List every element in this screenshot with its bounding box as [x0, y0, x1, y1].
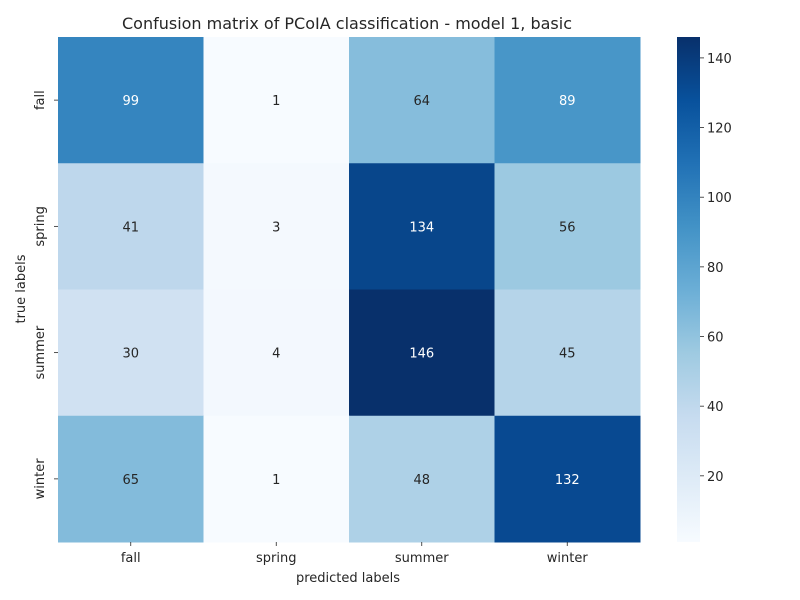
cell-value-label: 56: [559, 220, 576, 235]
cell-value-label: 45: [559, 347, 576, 362]
colorbar-ticks: 20 40 60 80 100 120 140: [700, 52, 732, 485]
chart-title: Confusion matrix of PCoIA classification…: [122, 14, 572, 33]
heatmap-cell: [494, 289, 641, 417]
x-tick-label: winter: [547, 551, 589, 566]
y-axis-label: true labels: [14, 254, 29, 323]
heatmap-cell: [349, 415, 495, 543]
colorbar-tick-label: 20: [707, 470, 724, 485]
y-axis-ticks: fall spring summer winter: [33, 90, 58, 499]
cell-value-label: 4: [272, 347, 280, 362]
x-tick-label: summer: [395, 551, 449, 566]
x-axis-label: predicted labels: [296, 571, 400, 586]
cell-value-label: 1: [272, 94, 280, 109]
x-tick-label: spring: [256, 551, 296, 566]
colorbar-tick-label: 60: [707, 331, 724, 346]
heatmap-cell: [203, 163, 350, 290]
heatmap-cell: [203, 289, 350, 417]
y-tick-label: fall: [33, 90, 48, 110]
cell-value-label: 48: [413, 473, 430, 488]
x-axis-ticks: fall spring summer winter: [121, 542, 589, 566]
cell-value-label: 146: [409, 347, 434, 362]
y-tick-label: winter: [33, 458, 48, 500]
colorbar-tick-label: 40: [707, 400, 724, 415]
heatmap-cell: [349, 289, 495, 417]
cell-value-label: 134: [409, 220, 434, 235]
heatmap-cell-labels: 99 1 64 89 41 3 134 56 30 4 146 45 65 1 48 132: [122, 94, 579, 488]
cell-value-label: 89: [559, 94, 576, 109]
heatmap-cell: [58, 163, 204, 290]
y-tick-label: spring: [33, 206, 48, 246]
cell-value-label: 64: [413, 94, 430, 109]
heatmap-cell: [58, 415, 204, 543]
heatmap-cells: [58, 37, 641, 543]
cell-value-label: 65: [122, 473, 139, 488]
cell-value-label: 1: [272, 473, 280, 488]
heatmap-cell: [494, 163, 641, 290]
y-tick-label: summer: [33, 325, 48, 379]
cell-value-label: 99: [122, 94, 139, 109]
colorbar-tick-label: 80: [707, 261, 724, 276]
colorbar-tick-label: 140: [707, 52, 732, 67]
heatmap-cell: [494, 415, 641, 543]
heatmap-cell: [349, 37, 495, 164]
colorbar-tick-label: 100: [707, 191, 732, 206]
heatmap-cell: [494, 37, 641, 164]
colorbar-tick-label: 120: [707, 122, 732, 137]
colorbar: [677, 37, 700, 542]
cell-value-label: 132: [555, 473, 580, 488]
cell-value-label: 30: [122, 347, 139, 362]
heatmap-cell: [58, 289, 204, 417]
heatmap-cell: [203, 37, 350, 164]
x-tick-label: fall: [121, 551, 141, 566]
heatmap-cell: [58, 37, 204, 164]
heatmap-cell: [349, 163, 495, 290]
heatmap-cell: [203, 415, 350, 543]
cell-value-label: 3: [272, 220, 280, 235]
cell-value-label: 41: [122, 220, 139, 235]
